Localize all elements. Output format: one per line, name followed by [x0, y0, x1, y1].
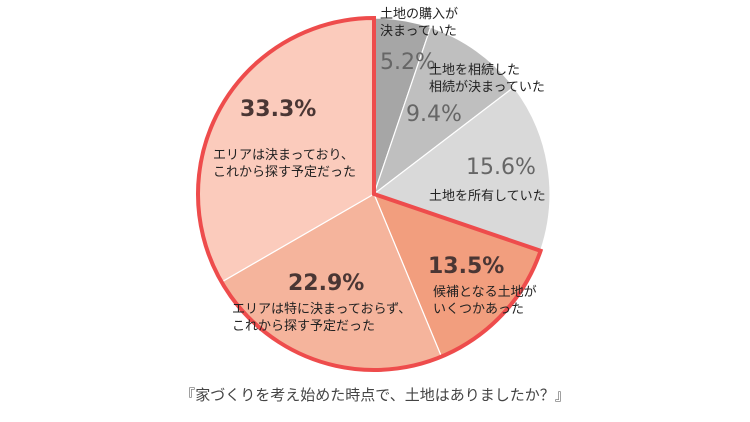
slice-label-purchase: 土地の購入が 決まっていた	[380, 7, 459, 39]
pct-label-area-decided: 33.3%	[240, 97, 317, 122]
pct-label-candidates: 13.5%	[428, 254, 505, 279]
slice-label-area-decided: エリアは決まっており、 これから探す予定だった	[213, 148, 357, 180]
pie-slice-1	[372, 26, 515, 196]
slice-label-area-undecided: エリアは特に決まっておらず、 これから探す予定だった	[232, 302, 412, 334]
slice-label-candidates: 候補となる土地が いくつかあった	[433, 285, 537, 317]
slice-label-inherit: 土地を相続した 相続が決まっていた	[429, 63, 545, 95]
slice-label-owned: 土地を所有していた	[429, 189, 546, 204]
pct-label-area-undecided: 22.9%	[288, 271, 365, 296]
pct-label-inherit: 9.4%	[406, 102, 462, 127]
chart-caption: 『家づくりを考え始めた時点で、土地はありましたか？』	[180, 386, 570, 404]
highlight-border	[196, 15, 544, 372]
pct-label-owned: 15.6%	[466, 155, 536, 180]
pct-label-purchase: 5.2%	[380, 50, 436, 75]
pie-slice-2	[372, 86, 551, 252]
